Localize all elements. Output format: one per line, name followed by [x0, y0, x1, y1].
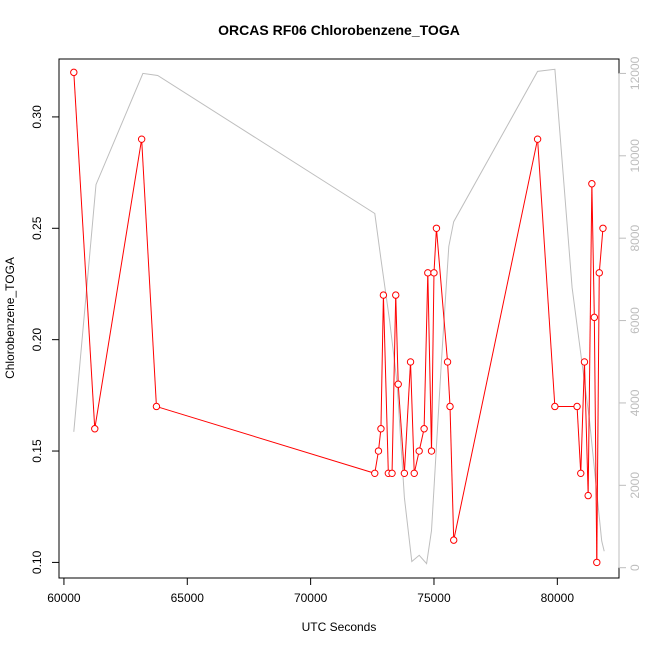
series-segment — [374, 454, 379, 471]
data-point — [590, 313, 599, 322]
series-segment — [596, 276, 600, 560]
series-segment — [433, 231, 437, 270]
x-tick-label: 60000 — [47, 591, 81, 605]
data-point — [400, 469, 409, 478]
series-segment — [94, 142, 142, 426]
series-segment — [436, 231, 448, 359]
y-tick-label: 0.30 — [30, 105, 44, 129]
data-point — [137, 135, 146, 143]
data-point — [533, 135, 542, 143]
data-point — [377, 425, 385, 433]
y2-tick-label: 6000 — [628, 307, 642, 334]
x-tick-label: 65000 — [171, 591, 205, 605]
x-axis-label: UTC Seconds — [302, 620, 377, 634]
data-point — [443, 358, 452, 366]
series-segment — [391, 298, 397, 471]
data-point — [584, 491, 592, 500]
data-point — [424, 269, 432, 277]
secondary-series-line — [73, 68, 605, 565]
y2-tick-label: 0 — [628, 564, 642, 571]
data-point — [70, 68, 78, 77]
series-segment — [410, 365, 415, 471]
data-point — [91, 425, 99, 433]
data-point — [427, 447, 436, 455]
y-tick-label: 0.15 — [30, 439, 44, 463]
series-segment — [591, 186, 595, 315]
series-segment — [397, 387, 405, 471]
series-segment — [431, 276, 435, 448]
data-point — [577, 469, 585, 478]
series-segment — [599, 231, 604, 270]
y-axis-label: Chlorobenzene_TOGA — [3, 257, 17, 379]
series-segment — [414, 454, 419, 471]
x-tick-label: 80000 — [541, 591, 575, 605]
data-point — [415, 447, 423, 455]
data-point — [379, 291, 388, 299]
data-point — [406, 358, 415, 366]
y2-tick-label: 2000 — [628, 472, 642, 499]
data-point — [599, 224, 607, 232]
y-tick-label: 0.10 — [30, 550, 44, 574]
series-segment — [73, 75, 96, 426]
data-point — [588, 180, 596, 188]
series-segment — [587, 186, 593, 493]
x-axis: 60000 65000 70000 75000 80000 — [47, 577, 575, 605]
data-point — [420, 425, 428, 433]
series-segment — [453, 142, 538, 538]
y2-tick-label: 8000 — [628, 225, 642, 252]
series-segment — [593, 320, 598, 560]
series-segment — [537, 142, 556, 404]
series-segment — [584, 365, 589, 493]
series-segment — [378, 431, 382, 448]
y-axis: 0.10 0.15 0.20 0.25 0.30 — [30, 105, 60, 574]
series-segment — [395, 298, 399, 382]
series-segment — [382, 298, 389, 471]
data-point — [446, 402, 454, 411]
series-segment — [159, 406, 372, 473]
series-segment — [580, 365, 585, 471]
series-layer — [70, 68, 607, 567]
data-point — [392, 291, 400, 299]
series-segment — [419, 431, 424, 449]
data-point — [580, 358, 589, 366]
series-segment — [141, 142, 157, 404]
series-segment — [447, 365, 451, 404]
y2-axis: 0 2000 4000 6000 8000 10000 12000 — [618, 56, 642, 571]
y2-tick-label: 12000 — [628, 56, 642, 90]
data-point — [371, 469, 379, 478]
data-point — [394, 380, 402, 388]
data-point — [593, 558, 601, 567]
series-segment — [423, 276, 429, 426]
x-tick-label: 70000 — [294, 591, 328, 605]
x-tick-label: 75000 — [417, 591, 451, 605]
chart-title: ORCAS RF06 Chlorobenzene_TOGA — [218, 22, 460, 38]
y2-tick-label: 4000 — [628, 389, 642, 416]
data-point — [374, 447, 383, 455]
data-point — [450, 536, 458, 544]
data-point — [551, 402, 559, 411]
y-tick-label: 0.20 — [30, 328, 44, 352]
y2-tick-label: 10000 — [628, 139, 642, 173]
series-segment — [404, 365, 411, 471]
series-segment — [380, 298, 384, 426]
data-point — [573, 402, 581, 411]
data-point — [432, 224, 441, 232]
y-tick-label: 0.25 — [30, 216, 44, 240]
data-point — [410, 469, 418, 478]
series-segment — [427, 276, 432, 448]
series-segment — [576, 409, 582, 471]
data-point — [595, 269, 603, 277]
data-point — [152, 402, 161, 411]
data-point — [430, 269, 438, 277]
series-segment — [449, 409, 455, 537]
data-point — [388, 469, 396, 478]
